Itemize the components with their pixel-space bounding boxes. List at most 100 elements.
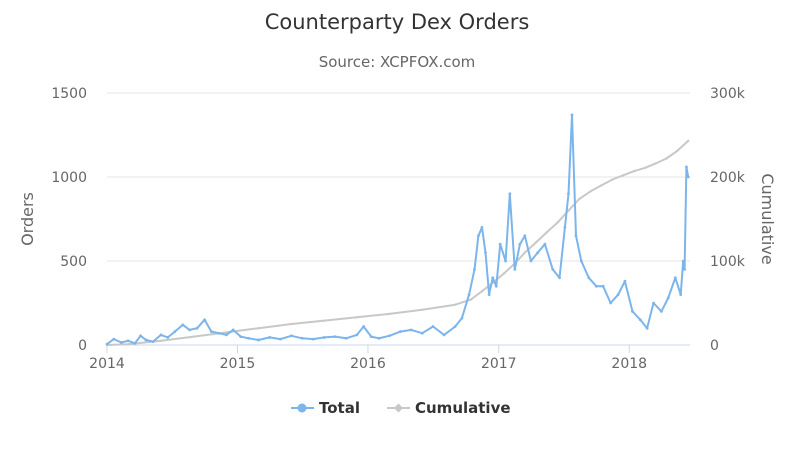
total-point: [181, 323, 185, 327]
total-point: [487, 293, 491, 296]
total-point: [362, 325, 366, 328]
cumulative-point: [654, 162, 657, 165]
total-point: [491, 276, 495, 280]
total-point: [409, 328, 413, 332]
total-point: [369, 335, 373, 338]
x-tick-label: 2017: [481, 356, 517, 372]
legend-item-total[interactable]: Total: [291, 399, 360, 417]
y2-tick-label: 300k: [710, 86, 746, 102]
x-tick-label: 2015: [220, 356, 256, 372]
total-point: [217, 331, 221, 335]
cumulative-point: [453, 303, 457, 306]
cumulative-point: [502, 272, 505, 275]
total-point: [188, 328, 191, 332]
cumulative-point: [388, 312, 391, 316]
total-point: [594, 284, 598, 288]
cumulative-point: [480, 290, 484, 293]
total-point: [587, 276, 591, 280]
cumulative-point: [578, 197, 581, 201]
y-axis-title: Orders: [18, 192, 37, 246]
total-point: [570, 113, 574, 117]
grid-layer: [107, 92, 690, 346]
cumulative-marker-icon: [394, 403, 403, 413]
cumulative-series-line: [106, 140, 689, 346]
total-point: [681, 259, 685, 263]
total-point: [139, 334, 143, 338]
total-point: [173, 330, 177, 333]
y-tick-label: 1000: [51, 170, 87, 186]
total-point: [224, 333, 228, 337]
total-point: [431, 325, 435, 328]
total-point: [645, 326, 649, 330]
total-point: [166, 336, 170, 339]
y2-tick-label: 0: [710, 338, 719, 354]
total-point: [203, 318, 206, 322]
total-point: [239, 335, 243, 338]
cumulative-point: [545, 231, 548, 234]
legend: Total Cumulative: [291, 399, 511, 417]
total-point: [420, 331, 424, 335]
total-point: [666, 296, 670, 300]
total-point: [685, 165, 688, 169]
total-point: [322, 336, 326, 339]
total-point: [616, 293, 620, 296]
y2-tick-label: 100k: [710, 254, 746, 270]
total-point: [686, 175, 690, 179]
total-point: [609, 301, 613, 305]
series-layer: [105, 113, 690, 347]
total-point: [126, 339, 130, 343]
total-point: [563, 226, 567, 229]
cumulative-point: [421, 308, 424, 311]
total-point: [209, 330, 213, 333]
cumulative-point: [589, 190, 592, 193]
total-point: [144, 338, 148, 342]
total-point: [119, 341, 123, 344]
total-point: [377, 336, 381, 340]
cumulative-point: [159, 339, 163, 342]
total-point: [460, 316, 464, 320]
x-tick-label: 2014: [89, 356, 125, 372]
total-point: [344, 336, 348, 340]
chart-title: Counterparty Dex Orders: [265, 10, 530, 34]
cumulative-point: [600, 184, 603, 187]
legend-label-total: Total: [319, 399, 360, 417]
total-series-line: [106, 113, 690, 346]
total-point: [523, 234, 527, 238]
total-point: [529, 259, 533, 263]
total-point: [290, 334, 293, 338]
cumulative-point: [687, 139, 690, 143]
total-point: [558, 276, 561, 280]
total-point: [673, 276, 677, 280]
total-point: [484, 251, 487, 255]
total-point: [631, 310, 634, 313]
y-tick-label: 1500: [51, 86, 87, 102]
total-point: [623, 279, 627, 283]
cumulative-point: [323, 319, 326, 322]
total-point: [105, 342, 109, 346]
total-point: [151, 340, 155, 344]
total-point: [476, 234, 480, 238]
total-point: [508, 192, 512, 196]
total-marker-icon: [297, 403, 307, 413]
total-point: [278, 337, 282, 341]
cumulative-point: [633, 169, 636, 173]
x-tick-label: 2018: [611, 356, 647, 372]
total-point: [473, 268, 476, 271]
total-point: [442, 333, 446, 337]
total-point: [112, 337, 116, 341]
total-point: [536, 251, 540, 255]
legend-item-cumulative[interactable]: Cumulative: [387, 399, 511, 417]
y-axis-left: 0 500 1000 1500: [51, 86, 87, 354]
total-point: [679, 293, 683, 296]
total-point: [601, 284, 605, 288]
y2-tick-label: 200k: [710, 170, 746, 186]
total-point: [311, 337, 315, 341]
total-point: [333, 335, 337, 338]
total-point: [257, 338, 260, 342]
y-tick-label: 0: [78, 338, 87, 354]
total-point: [231, 328, 235, 332]
cumulative-point: [644, 166, 647, 169]
total-point: [467, 293, 471, 296]
total-point: [498, 242, 502, 246]
